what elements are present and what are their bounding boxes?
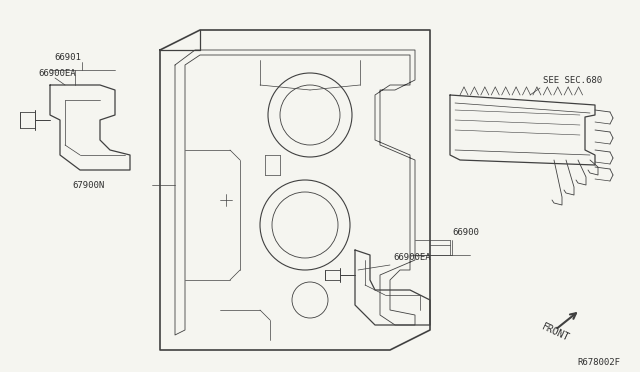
Text: R678002F: R678002F <box>577 358 620 367</box>
Text: 67900N: 67900N <box>73 180 105 189</box>
Text: 66900EA: 66900EA <box>38 69 76 78</box>
Text: FRONT: FRONT <box>540 322 571 343</box>
Text: 66900: 66900 <box>452 228 479 237</box>
Text: SEE SEC.680: SEE SEC.680 <box>543 76 602 85</box>
Text: 66900EA: 66900EA <box>393 253 431 262</box>
Text: 66901: 66901 <box>54 53 81 62</box>
